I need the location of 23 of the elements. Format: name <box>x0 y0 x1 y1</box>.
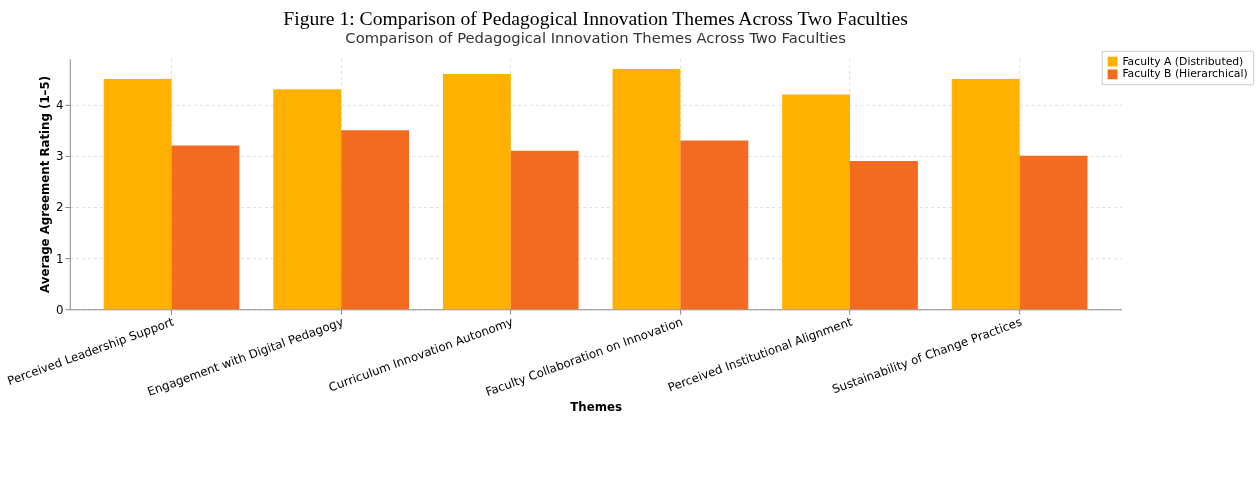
bar <box>171 145 240 310</box>
bar <box>680 140 749 310</box>
bar <box>1019 155 1088 310</box>
y-tick-label: 0 <box>55 302 64 317</box>
bar <box>951 79 1020 310</box>
x-axis-title: Themes <box>570 399 622 414</box>
legend-label: Faculty A (Distributed) <box>1122 54 1244 68</box>
bar <box>612 68 681 310</box>
bar <box>341 130 410 310</box>
bar <box>442 74 511 310</box>
bar <box>273 89 342 310</box>
bar <box>782 94 851 310</box>
bar <box>850 160 918 310</box>
y-tick-label: 2 <box>55 200 64 215</box>
bar <box>103 79 172 310</box>
chart-title: Figure 1: Comparison of Pedagogical Innovation Themes Across Two Faculties <box>283 6 908 29</box>
bar <box>510 150 579 310</box>
y-tick-label: 3 <box>55 149 64 164</box>
chart-subtitle: Comparison of Pedagogical Innovation Themes Across Two Faculties <box>345 29 846 47</box>
legend-label: Faculty B (Hierarchical) <box>1122 67 1248 81</box>
y-tick-label: 4 <box>55 98 64 113</box>
y-axis-title: Average Agreement Rating (1–5) <box>38 75 53 293</box>
y-tick-label: 1 <box>55 251 64 266</box>
